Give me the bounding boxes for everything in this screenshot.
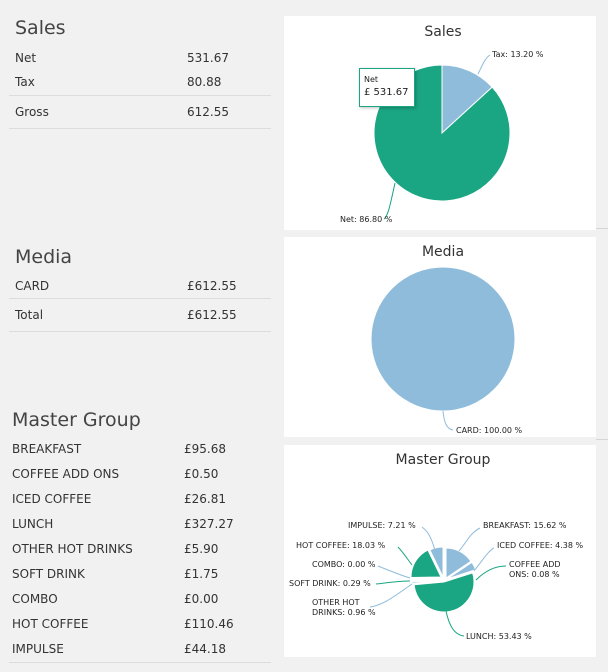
row-label: LUNCH bbox=[12, 517, 54, 531]
table-row: OTHER HOT DRINKS £5.90 bbox=[9, 537, 271, 562]
row-value: 80.88 bbox=[187, 75, 222, 89]
row-value: £612.55 bbox=[187, 308, 237, 322]
row-label: CARD bbox=[15, 279, 50, 293]
row-value: £95.68 bbox=[184, 442, 226, 456]
row-value: 531.67 bbox=[187, 51, 229, 65]
row-value: £26.81 bbox=[184, 492, 226, 506]
row-value: £0.50 bbox=[184, 467, 219, 481]
data-label-iced-coffee: ICED COFFEE: 4.38 % bbox=[497, 541, 583, 550]
row-label: COFFEE ADD ONS bbox=[12, 467, 120, 481]
connector-line-impulse bbox=[421, 526, 436, 551]
row-value: £0.00 bbox=[184, 592, 219, 606]
data-label-net: Net: 86.80 % bbox=[340, 215, 393, 224]
master-group-pie-chart: Master Group BREAKFAST: 15.62 % ICED COFF… bbox=[289, 452, 583, 641]
row-value: 612.55 bbox=[187, 105, 229, 119]
row-value: £327.27 bbox=[184, 517, 234, 531]
media-title: Media bbox=[15, 246, 73, 268]
pie-slice-coffee-add-ons[interactable] bbox=[446, 570, 477, 581]
connector-line-other-hot-drinks bbox=[369, 583, 413, 608]
row-label: Gross bbox=[15, 105, 49, 119]
row-value: £612.55 bbox=[187, 279, 237, 293]
row-label: SOFT DRINK bbox=[12, 567, 85, 581]
data-label-combo: COMBO: 0.00 % bbox=[312, 560, 376, 569]
pie-slice-other-hot-drinks[interactable] bbox=[411, 580, 443, 585]
data-label-lunch: LUNCH: 53.43 % bbox=[466, 632, 532, 641]
row-label: HOT COFFEE bbox=[12, 617, 89, 631]
tooltip-value: £ 531.67 bbox=[364, 87, 409, 98]
sales-chart-panel: Sales Tax: 13.20 % Net: 86.80 % Net £ 531… bbox=[284, 16, 596, 230]
row-label: Tax bbox=[15, 75, 35, 89]
divider bbox=[596, 439, 608, 440]
connector-line-net bbox=[383, 182, 396, 220]
table-row-total: Gross 612.55 bbox=[9, 95, 271, 129]
pie-slice-tax[interactable] bbox=[441, 64, 493, 135]
row-label: BREAKFAST bbox=[12, 442, 82, 456]
pie-slice-impulse[interactable] bbox=[429, 546, 444, 578]
table-row: COMBO £0.00 bbox=[9, 587, 271, 612]
data-label-coffee-add-ons: COFFEE ADD ONS: 0.08 % bbox=[509, 560, 561, 579]
master-group-section: Master Group BREAKFAST £95.68 COFFEE ADD … bbox=[9, 403, 271, 663]
row-label: COMBO bbox=[12, 592, 58, 606]
pie-slice-hot-coffee[interactable] bbox=[410, 549, 442, 578]
media-chart-panel: Media CARD: 100.00 % bbox=[284, 237, 596, 437]
pie-slice-soft-drink[interactable] bbox=[410, 579, 442, 582]
table-row: CARD £612.55 bbox=[9, 274, 271, 299]
master-group-title: Master Group bbox=[12, 409, 141, 431]
table-row: COFFEE ADD ONS £0.50 bbox=[9, 462, 271, 487]
data-label-soft-drink: SOFT DRINK: 0.29 % bbox=[289, 579, 371, 588]
connector-line-soft-drink bbox=[375, 580, 411, 585]
divider bbox=[596, 228, 608, 229]
connector-line-iced-coffee bbox=[473, 547, 495, 572]
pie-slice-card[interactable] bbox=[370, 266, 516, 412]
connector-line-hot-coffee bbox=[397, 546, 413, 566]
row-label: Net bbox=[15, 51, 37, 65]
table-row: IMPULSE £44.18 bbox=[9, 637, 271, 663]
media-section: Media CARD £612.55 Total £612.55 bbox=[9, 240, 271, 332]
media-pie-chart: Media CARD: 100.00 % bbox=[370, 244, 523, 435]
table-row-total: Total £612.55 bbox=[9, 299, 271, 332]
chart-title: Media bbox=[422, 244, 464, 260]
master-group-chart-panel: Master Group BREAKFAST: 15.62 % ICED COFF… bbox=[284, 445, 596, 657]
sales-pie-chart: Sales Tax: 13.20 % Net: 86.80 % bbox=[340, 24, 544, 224]
table-row: Tax 80.88 bbox=[9, 70, 271, 94]
pie-slice-lunch[interactable] bbox=[413, 572, 475, 613]
data-label-card: CARD: 100.00 % bbox=[456, 426, 523, 435]
table-row: SOFT DRINK £1.75 bbox=[9, 562, 271, 587]
table-row: BREAKFAST £95.68 bbox=[9, 437, 271, 462]
connector-line-lunch bbox=[445, 610, 465, 637]
row-value: £44.18 bbox=[184, 642, 226, 656]
table-row: ICED COFFEE £26.81 bbox=[9, 487, 271, 512]
row-value: £110.46 bbox=[184, 617, 234, 631]
data-label-impulse: IMPULSE: 7.21 % bbox=[348, 521, 416, 530]
data-label-hot-coffee: HOT COFFEE: 18.03 % bbox=[296, 541, 386, 550]
chart-title: Sales bbox=[424, 24, 461, 40]
data-label-other-hot-drinks: OTHER HOT DRINKS: 0.96 % bbox=[312, 598, 376, 617]
tooltip-title: Net bbox=[364, 75, 379, 84]
pie-slice-breakfast[interactable] bbox=[445, 547, 472, 579]
connector-line-breakfast bbox=[458, 527, 481, 552]
table-row: Net 531.67 bbox=[9, 46, 271, 70]
connector-line-tax bbox=[477, 54, 491, 75]
row-label: Total bbox=[15, 308, 44, 322]
table-row: LUNCH £327.27 bbox=[9, 512, 271, 537]
chart-title: Master Group bbox=[396, 452, 491, 468]
row-label: ICED COFFEE bbox=[12, 492, 92, 506]
connector-line-card bbox=[442, 410, 454, 431]
sales-section: Sales Net 531.67 Tax 80.88 Gross 612.55 bbox=[9, 11, 271, 129]
row-label: OTHER HOT DRINKS bbox=[12, 542, 133, 556]
data-label-tax: Tax: 13.20 % bbox=[491, 50, 544, 59]
row-value: £1.75 bbox=[184, 567, 219, 581]
connector-line-combo bbox=[377, 565, 411, 579]
row-label: IMPULSE bbox=[12, 642, 64, 656]
table-row: HOT COFFEE £110.46 bbox=[9, 612, 271, 637]
net-tooltip: Net £ 531.67 bbox=[359, 68, 415, 107]
sales-title: Sales bbox=[15, 17, 66, 39]
connector-line-coffee-add-ons bbox=[475, 565, 507, 581]
row-value: £5.90 bbox=[184, 542, 219, 556]
data-label-breakfast: BREAKFAST: 15.62 % bbox=[483, 521, 567, 530]
